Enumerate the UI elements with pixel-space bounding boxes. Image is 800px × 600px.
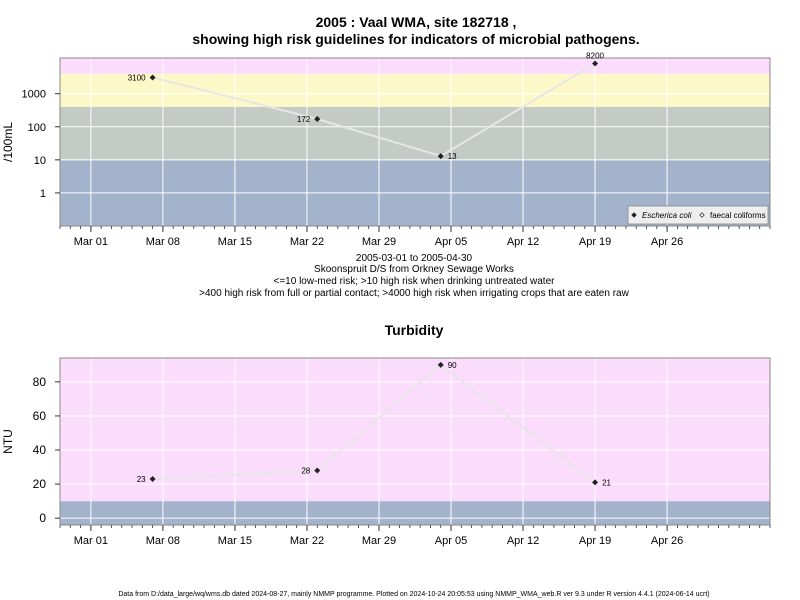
caption-date-range: 2005-03-01 to 2005-04-30	[356, 253, 473, 264]
y-tick-label: 10	[34, 155, 46, 167]
data-label: 23	[137, 475, 146, 484]
x-tick-label: Mar 22	[290, 535, 324, 547]
turbidity-panel: Mar 01 Mar 08 Mar 15 Mar 22 Mar 29 Apr 05 Apr …	[1, 357, 771, 547]
y-axis-label: NTU	[1, 429, 15, 454]
guideline-band	[60, 106, 770, 160]
x-tick-label: Apr 19	[579, 535, 611, 547]
caption-drinking-guideline: <=10 low-med risk; >10 high risk when dr…	[274, 276, 556, 287]
x-tick-label: Apr 05	[435, 236, 467, 248]
x-tick-label: Mar 15	[218, 236, 252, 248]
plot-frame	[59, 357, 771, 526]
data-label: 21	[602, 478, 611, 487]
x-tick-label: Apr 12	[507, 236, 539, 248]
guideline-band	[60, 58, 770, 74]
ecoli-panel: Mar 01 Mar 08 Mar 15 Mar 22 Mar 29 Apr 05 Apr …	[1, 51, 771, 248]
chart-title-line1: 2005 : Vaal WMA, site 182718 ,	[316, 14, 517, 30]
legend-marker	[699, 212, 705, 218]
turbidity-title: Turbidity	[385, 322, 444, 338]
y-axis-label: /100mL	[1, 122, 15, 162]
y-tick-label: 1	[40, 188, 46, 200]
legend-marker	[631, 212, 637, 218]
guideline-band	[60, 358, 770, 502]
data-point	[149, 475, 156, 482]
x-tick-label: Mar 01	[74, 236, 108, 248]
legend-box	[627, 205, 769, 225]
caption-contact-guideline: >400 high risk from full or partial cont…	[199, 288, 629, 299]
x-tick-label: Apr 19	[579, 236, 611, 248]
legend-entry-label: Escherica coli	[642, 211, 692, 220]
guideline-band	[60, 73, 770, 107]
x-tick-label: Mar 22	[290, 236, 324, 248]
footer-note: Data from D:/data_large/wq/wms.db dated …	[118, 591, 709, 598]
data-point	[149, 74, 156, 81]
y-tick-label: 0	[39, 511, 46, 525]
x-tick-label: Mar 29	[362, 535, 396, 547]
series-line	[152, 62, 596, 158]
x-tick-label: Apr 26	[651, 236, 683, 248]
y-tick-label: 60	[33, 409, 47, 423]
data-label: 28	[301, 466, 310, 475]
data-point	[314, 467, 321, 474]
data-point	[592, 60, 599, 67]
plot-frame	[59, 57, 771, 227]
x-tick-label: Mar 08	[146, 236, 180, 248]
x-tick-label: Mar 15	[218, 535, 252, 547]
data-label: 13	[448, 152, 457, 161]
legend-entry-label: faecal coliforms	[710, 211, 766, 220]
x-tick-label: Mar 29	[362, 236, 396, 248]
caption-site-name: Skoonspruit D/S from Orkney Sewage Works	[314, 264, 514, 275]
data-point	[592, 479, 599, 486]
chart-title-line2: showing high risk guidelines for indicat…	[192, 31, 639, 47]
data-point	[437, 153, 444, 160]
data-point	[437, 361, 444, 368]
data-label: 8200	[586, 51, 604, 60]
series-line	[152, 363, 596, 484]
y-tick-label: 80	[33, 375, 47, 389]
y-tick-label: 1000	[22, 89, 46, 101]
data-label: 172	[297, 115, 311, 124]
data-label: 90	[448, 361, 457, 370]
x-tick-label: Mar 08	[146, 535, 180, 547]
guideline-band	[60, 501, 770, 525]
y-tick-label: 40	[33, 443, 47, 457]
data-point	[314, 115, 321, 122]
x-tick-label: Mar 01	[74, 535, 108, 547]
x-tick-label: Apr 26	[651, 535, 683, 547]
x-tick-label: Apr 05	[435, 535, 467, 547]
data-label: 3100	[128, 73, 146, 82]
y-tick-label: 100	[28, 122, 46, 134]
x-tick-label: Apr 12	[507, 535, 539, 547]
y-tick-label: 20	[33, 477, 47, 491]
